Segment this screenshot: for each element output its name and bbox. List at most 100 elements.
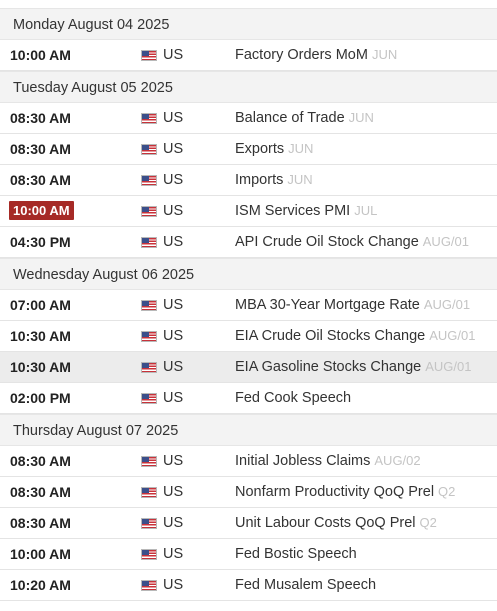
event-country: US xyxy=(163,110,184,126)
event-row[interactable]: 10:00 AM US Factory Orders MoM JUN xyxy=(0,40,497,71)
event-country: US xyxy=(163,515,184,531)
us-flag-icon xyxy=(141,518,157,529)
event-row[interactable]: 04:30 PM US API Crude Oil Stock Change AUG/… xyxy=(0,227,497,258)
event-row[interactable]: 10:20 AM US Fed Musalem Speech xyxy=(0,570,497,601)
event-name-cell[interactable]: ISM Services PMI JUL xyxy=(235,203,377,219)
event-name-cell[interactable]: API Crude Oil Stock Change AUG/01 xyxy=(235,234,469,250)
event-row[interactable]: 08:30 AM US Initial Jobless Claims AUG/02 xyxy=(0,446,497,477)
flag-canton xyxy=(142,238,149,243)
event-time: 08:30 AM xyxy=(10,515,71,531)
event-name[interactable]: EIA Crude Oil Stocks Change xyxy=(235,328,426,344)
event-row[interactable]: 02:00 PM US Fed Cook Speech xyxy=(0,383,497,414)
event-name[interactable]: Fed Bostic Speech xyxy=(235,546,357,562)
event-country: US xyxy=(163,47,184,63)
us-flag-icon xyxy=(141,456,157,467)
day-header: Monday August 04 2025 xyxy=(0,8,497,40)
event-reference-period: Q2 xyxy=(419,515,437,530)
event-name-cell[interactable]: EIA Crude Oil Stocks Change AUG/01 xyxy=(235,328,475,344)
event-reference-period: AUG/01 xyxy=(423,297,471,312)
event-name[interactable]: Fed Cook Speech xyxy=(235,390,352,406)
flag-canton xyxy=(142,394,149,399)
event-reference-period: JUN xyxy=(287,172,313,187)
flag-canton xyxy=(142,207,149,212)
us-flag-icon xyxy=(141,175,157,186)
event-row[interactable]: 10:30 AM US EIA Crude Oil Stocks Change AUG… xyxy=(0,321,497,352)
event-reference-period: AUG/02 xyxy=(374,453,421,468)
event-name-cell[interactable]: Unit Labour Costs QoQ Prel Q2 xyxy=(235,515,437,531)
flag-canton xyxy=(142,114,149,119)
event-name-cell[interactable]: Exports JUN xyxy=(235,141,313,157)
us-flag-icon xyxy=(141,580,157,591)
event-time: 07:00 AM xyxy=(10,297,71,313)
us-flag-icon xyxy=(141,144,157,155)
event-row[interactable]: 08:30 AM US Nonfarm Productivity QoQ Prel Q… xyxy=(0,477,497,508)
event-country: US xyxy=(163,141,184,157)
us-flag-icon xyxy=(141,206,157,217)
event-reference-period: AUG/01 xyxy=(422,234,470,249)
event-time: 08:30 AM xyxy=(10,172,71,188)
event-name[interactable]: MBA 30-Year Mortgage Rate xyxy=(235,297,420,313)
event-name-cell[interactable]: Fed Cook Speech xyxy=(235,390,351,406)
flag-canton xyxy=(142,51,149,56)
us-flag-icon xyxy=(141,362,157,373)
event-row[interactable]: 08:30 AM US Balance of Trade JUN xyxy=(0,103,497,134)
event-time: 04:30 PM xyxy=(10,234,71,250)
event-name-cell[interactable]: Imports JUN xyxy=(235,172,313,188)
us-flag-icon xyxy=(141,113,157,124)
event-reference-period: AUG/01 xyxy=(425,359,472,374)
us-flag-icon xyxy=(141,237,157,248)
event-reference-period: JUL xyxy=(354,203,378,218)
event-name-cell[interactable]: MBA 30-Year Mortgage Rate AUG/01 xyxy=(235,297,470,313)
event-name-cell[interactable]: Factory Orders MoM JUN xyxy=(235,47,397,63)
event-row[interactable]: 07:00 AM US MBA 30-Year Mortgage Rate AUG/0… xyxy=(0,290,497,321)
event-reference-period: JUN xyxy=(371,47,398,62)
event-name[interactable]: EIA Gasoline Stocks Change xyxy=(235,359,422,375)
event-name[interactable]: Imports xyxy=(235,172,284,188)
calendar-top-spacer xyxy=(0,0,497,8)
flag-canton xyxy=(142,145,149,150)
event-name[interactable]: Unit Labour Costs QoQ Prel xyxy=(235,515,416,531)
event-country: US xyxy=(163,359,184,375)
event-name-cell[interactable]: Fed Bostic Speech xyxy=(235,546,357,562)
event-row[interactable]: 10:30 AM US EIA Gasoline Stocks Change AUG/… xyxy=(0,352,497,383)
day-header: Thursday August 07 2025 xyxy=(0,414,497,446)
event-country: US xyxy=(163,390,184,406)
event-name-cell[interactable]: EIA Gasoline Stocks Change AUG/01 xyxy=(235,359,471,375)
us-flag-icon xyxy=(141,300,157,311)
event-name[interactable]: Balance of Trade xyxy=(235,110,345,126)
flag-canton xyxy=(142,519,149,524)
event-name[interactable]: Factory Orders MoM xyxy=(235,47,368,63)
flag-canton xyxy=(142,581,149,586)
event-name[interactable]: Exports xyxy=(235,141,285,157)
event-name-cell[interactable]: Balance of Trade JUN xyxy=(235,110,374,126)
us-flag-icon xyxy=(141,331,157,342)
event-name-cell[interactable]: Nonfarm Productivity QoQ Prel Q2 xyxy=(235,484,455,500)
event-reference-period: JUN xyxy=(348,110,374,125)
event-row[interactable]: 08:30 AM US Exports JUN xyxy=(0,134,497,165)
event-name[interactable]: Fed Musalem Speech xyxy=(235,577,377,593)
event-name[interactable]: API Crude Oil Stock Change xyxy=(235,234,419,250)
event-reference-period: Q2 xyxy=(438,484,456,499)
event-name[interactable]: Initial Jobless Claims xyxy=(235,453,371,469)
event-time: 08:30 AM xyxy=(10,453,71,469)
event-time: 02:00 PM xyxy=(10,390,71,406)
event-country: US xyxy=(163,484,184,500)
event-row[interactable]: 10:00 AM US ISM Services PMI JUL xyxy=(0,196,497,227)
event-name[interactable]: ISM Services PMI xyxy=(235,203,351,219)
event-row[interactable]: 10:00 AM US Fed Bostic Speech xyxy=(0,539,497,570)
us-flag-icon xyxy=(141,487,157,498)
event-row[interactable]: 08:30 AM US Unit Labour Costs QoQ Prel Q2 xyxy=(0,508,497,539)
event-reference-period: AUG/01 xyxy=(429,328,476,343)
event-name-cell[interactable]: Initial Jobless Claims AUG/02 xyxy=(235,453,421,469)
event-country: US xyxy=(163,297,184,313)
event-row[interactable]: 08:30 AM US Imports JUN xyxy=(0,165,497,196)
event-name-cell[interactable]: Fed Musalem Speech xyxy=(235,577,376,593)
event-name[interactable]: Nonfarm Productivity QoQ Prel xyxy=(235,484,435,500)
flag-canton xyxy=(142,550,149,555)
calendar-body: Monday August 04 2025 10:00 AM US Factory O… xyxy=(0,8,497,601)
us-flag-icon xyxy=(141,393,157,404)
event-time: 10:00 AM xyxy=(10,47,71,63)
event-country: US xyxy=(163,172,184,188)
flag-canton xyxy=(142,332,149,337)
